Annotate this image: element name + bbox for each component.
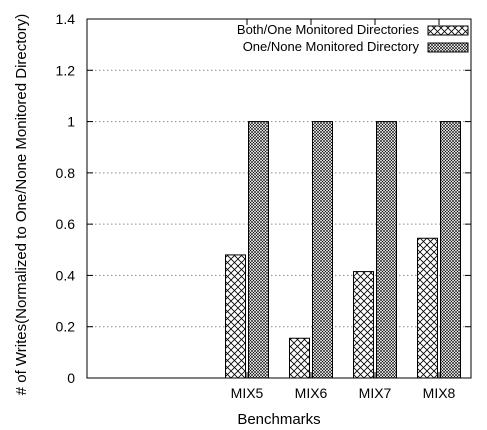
bar-mix5-series-2 (248, 121, 269, 379)
y-tick-label: 1 (67, 114, 75, 130)
x-tick-label: MIX7 (359, 385, 392, 401)
x-tick-label: MIX8 (423, 385, 456, 401)
legend-swatch-one-none (427, 42, 469, 53)
bar-mix6-series-2 (312, 121, 333, 379)
bar-mix7-series-1 (353, 271, 374, 379)
x-tick-label: MIX5 (231, 385, 264, 401)
y-tick-label: 1.4 (56, 11, 76, 27)
y-axis-ticks: 0 0.2 0.4 0.6 0.8 1 1.2 1.4 (56, 11, 471, 386)
y-tick-label: 0 (67, 370, 75, 386)
y-axis-label: # of Writes(Normalized to One/None Monit… (13, 14, 30, 396)
y-tick-label: 0.2 (56, 319, 76, 335)
y-tick-label: 0.4 (56, 267, 76, 283)
x-axis-label: Benchmarks (237, 411, 320, 428)
bars-group (225, 121, 461, 379)
legend-swatch-both-one (427, 25, 469, 36)
legend-label-both-one: Both/One Monitored Directories (237, 22, 420, 37)
legend: Both/One Monitored Directories One/None … (237, 22, 469, 54)
y-tick-label: 0.8 (56, 165, 76, 181)
y-tick-label: 1.2 (56, 62, 76, 78)
grid-lines (87, 69, 471, 328)
bar-mix5-series-1 (225, 254, 246, 379)
y-tick-label: 0.6 (56, 216, 76, 232)
bar-mix7-series-2 (376, 121, 397, 379)
bar-mix8-series-2 (440, 121, 461, 379)
bar-mix6-series-1 (289, 337, 310, 379)
x-tick-label: MIX6 (295, 385, 328, 401)
x-axis-ticks: MIX5 MIX6 MIX7 MIX8 (231, 19, 456, 401)
plot-frame (86, 18, 472, 379)
legend-label-one-none: One/None Monitored Directory (243, 39, 420, 54)
bar-mix8-series-1 (417, 237, 438, 379)
